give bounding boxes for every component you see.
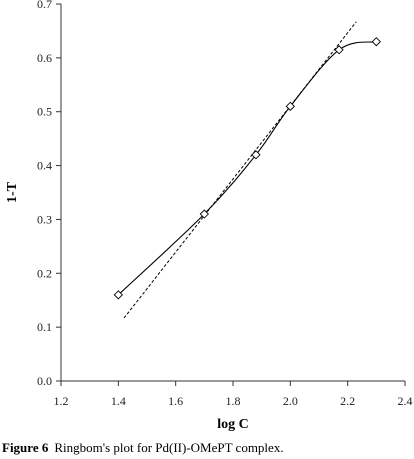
y-tick-label: 0.1: [37, 320, 52, 334]
data-point-marker: [251, 150, 261, 160]
y-tick-label: 0.7: [37, 0, 52, 11]
y-axis-title: 1-T: [5, 181, 20, 203]
marker-layer: [113, 37, 381, 300]
x-tick-label: 1.4: [111, 394, 126, 408]
y-tick-label: 0.2: [37, 266, 52, 280]
x-tick-label: 1.8: [226, 394, 241, 408]
y-axis-ticks: 0.0 0.1 0.2 0.3 0.4 0.5 0.6 0.7: [37, 0, 61, 388]
data-point-marker: [371, 37, 381, 47]
trendline: [123, 21, 357, 319]
trendline-layer: [123, 21, 357, 319]
series-layer: [117, 41, 377, 296]
x-tick-label: 2.0: [283, 394, 298, 408]
y-tick-label: 0.6: [37, 51, 52, 65]
x-tick-label: 1.6: [168, 394, 183, 408]
series-line: [117, 41, 377, 296]
data-point-marker: [285, 101, 295, 111]
data-point-marker: [334, 45, 344, 55]
y-tick-label: 0.4: [37, 159, 52, 173]
x-axis-ticks: 1.2 1.4 1.6 1.8 2.0 2.2 2.4: [54, 381, 413, 408]
figure-caption: Figure 6 Ringbom's plot for Pd(II)-OMePT …: [2, 440, 284, 456]
x-tick-label: 1.2: [54, 394, 69, 408]
y-tick-label: 0.0: [37, 374, 52, 388]
data-point-marker: [113, 290, 123, 300]
x-tick-label: 2.2: [340, 394, 355, 408]
x-tick-label: 2.4: [398, 394, 413, 408]
y-tick-label: 0.5: [37, 105, 52, 119]
ringbom-chart: 0.0 0.1 0.2 0.3 0.4 0.5 0.6 0.7 1.2 1.4 1.6 1.8 2.0…: [5, 0, 413, 432]
figure-label: Figure 6: [2, 440, 49, 455]
figure-caption-text: Ringbom's plot for Pd(II)-OMePT complex.: [54, 440, 284, 455]
x-axis-title: log C: [217, 417, 249, 432]
data-point-marker: [199, 209, 209, 219]
y-tick-label: 0.3: [37, 212, 52, 226]
